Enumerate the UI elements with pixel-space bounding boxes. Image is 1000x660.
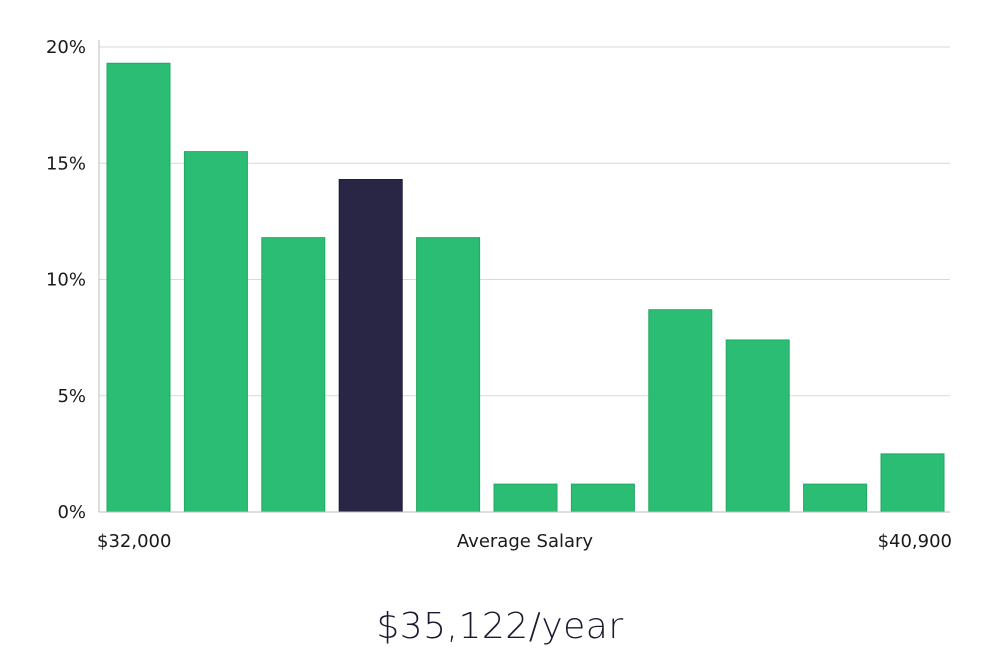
axes — [98, 40, 950, 513]
bar — [493, 483, 558, 513]
average-salary-value: $35,122/year — [376, 606, 624, 647]
bar — [725, 339, 790, 513]
bar — [803, 483, 868, 513]
bar-highlighted — [338, 179, 403, 513]
y-tick-label: 20% — [46, 37, 86, 58]
y-tick-labels: 0% 5% 10% 15% 20% — [46, 37, 86, 523]
bar — [416, 237, 481, 513]
bar — [648, 309, 713, 513]
bar — [570, 483, 635, 513]
bars — [106, 62, 945, 513]
y-tick-label: 15% — [46, 153, 86, 174]
y-tick-label: 5% — [57, 386, 86, 407]
x-max-label: $40,900 — [878, 531, 952, 552]
x-min-label: $32,000 — [97, 531, 171, 552]
bar — [106, 62, 171, 513]
x-axis-title: Average Salary — [457, 531, 594, 552]
y-tick-label: 0% — [57, 502, 86, 523]
bar — [880, 453, 945, 513]
y-tick-label: 10% — [46, 270, 86, 291]
bar — [183, 151, 248, 513]
bar — [261, 237, 326, 513]
